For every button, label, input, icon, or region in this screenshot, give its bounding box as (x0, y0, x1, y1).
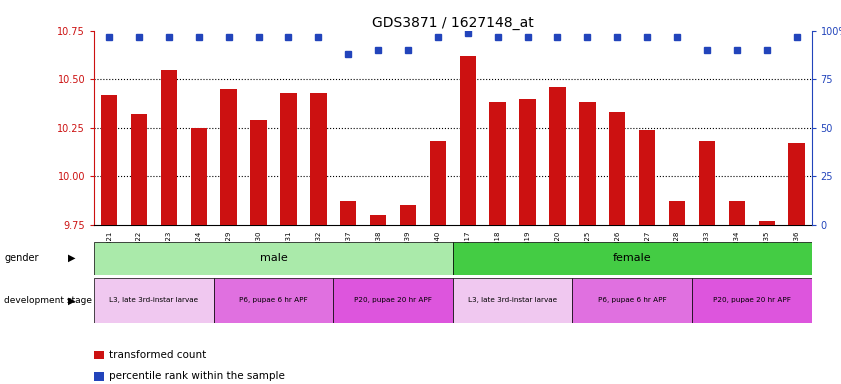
Bar (639, 130, 655, 384)
Bar (251, 120, 267, 384)
Text: P20, pupae 20 hr APF: P20, pupae 20 hr APF (713, 298, 791, 303)
Bar (699, 141, 715, 384)
Text: transformed count: transformed count (109, 350, 207, 360)
Bar (310, 93, 326, 384)
Bar (370, 215, 386, 384)
Bar (573, 278, 692, 323)
Bar (788, 143, 805, 384)
Text: percentile rank within the sample: percentile rank within the sample (109, 371, 285, 381)
Text: P6, pupae 6 hr APF: P6, pupae 6 hr APF (598, 298, 667, 303)
Bar (609, 112, 626, 384)
Bar (669, 201, 685, 384)
Bar (214, 278, 333, 323)
Bar (161, 70, 177, 384)
Text: male: male (260, 253, 288, 263)
Bar (131, 114, 147, 384)
Bar (759, 221, 775, 384)
Bar (728, 201, 745, 384)
Text: ▶: ▶ (68, 295, 75, 306)
Text: L3, late 3rd-instar larvae: L3, late 3rd-instar larvae (468, 298, 558, 303)
Bar (430, 141, 447, 384)
Text: ▶: ▶ (68, 253, 75, 263)
Text: P6, pupae 6 hr APF: P6, pupae 6 hr APF (239, 298, 308, 303)
Bar (399, 205, 416, 384)
Text: gender: gender (4, 253, 39, 263)
Bar (452, 242, 812, 275)
Bar (459, 56, 476, 384)
Bar (101, 95, 118, 384)
Bar (520, 99, 536, 384)
Text: development stage: development stage (4, 296, 93, 305)
Text: L3, late 3rd-instar larvae: L3, late 3rd-instar larvae (109, 298, 198, 303)
Bar (692, 278, 812, 323)
Bar (549, 87, 566, 384)
Bar (340, 201, 357, 384)
Bar (191, 127, 207, 384)
Bar (94, 278, 214, 323)
Text: P20, pupae 20 hr APF: P20, pupae 20 hr APF (354, 298, 432, 303)
Bar (94, 242, 452, 275)
Bar (220, 89, 237, 384)
Bar (280, 93, 297, 384)
Title: GDS3871 / 1627148_at: GDS3871 / 1627148_at (372, 16, 534, 30)
Text: female: female (613, 253, 652, 263)
Bar (452, 278, 573, 323)
Bar (489, 103, 506, 384)
Bar (579, 103, 595, 384)
Bar (333, 278, 452, 323)
